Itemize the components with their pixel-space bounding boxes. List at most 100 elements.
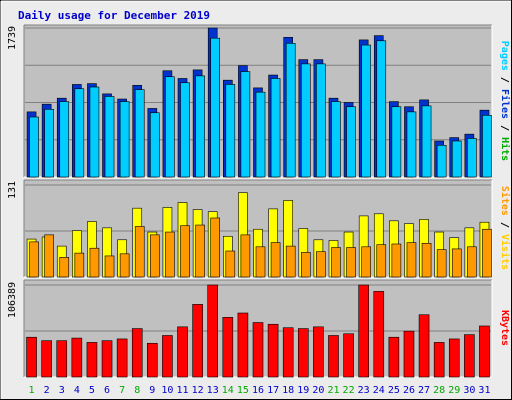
- bar-kbytes: [282, 327, 294, 378]
- bar-files: [316, 63, 326, 178]
- x-tick-label: 12: [192, 385, 204, 396]
- x-tick-label: 20: [312, 385, 324, 396]
- x-tick-label: 7: [119, 385, 125, 396]
- bar-sites: [210, 217, 221, 278]
- bar-kbytes: [388, 336, 400, 378]
- bar-files: [150, 112, 160, 178]
- x-tick-label: 21: [327, 385, 339, 396]
- bar-sites: [29, 241, 39, 278]
- bar-kbytes: [343, 333, 354, 378]
- bar-sites: [467, 246, 477, 278]
- x-tick-label: 11: [176, 385, 188, 396]
- bar-kbytes: [207, 284, 219, 378]
- bar-sites: [89, 247, 100, 278]
- bar-sites: [104, 255, 115, 278]
- bar-sites: [270, 242, 281, 278]
- x-tick-label: 10: [161, 385, 173, 396]
- bar-sites: [482, 228, 492, 278]
- bar-files: [436, 144, 447, 178]
- bar-files: [74, 88, 85, 178]
- legend-hits: Hits: [499, 137, 511, 161]
- bar-sites: [391, 243, 402, 278]
- bar-sites: [240, 234, 251, 278]
- legend-files: Files: [499, 89, 511, 119]
- bar-kbytes: [86, 342, 98, 378]
- bar-files: [482, 115, 492, 178]
- bar-files: [406, 111, 417, 178]
- bar-kbytes: [222, 317, 234, 378]
- bar-files: [285, 43, 296, 178]
- bar-files: [104, 96, 115, 178]
- bar-kbytes: [252, 322, 264, 378]
- bar-files: [119, 101, 130, 178]
- bar-sites: [406, 242, 417, 278]
- bar-kbytes: [373, 291, 385, 378]
- bar-sites: [451, 248, 462, 278]
- bar-kbytes: [418, 314, 430, 378]
- bar-sites: [300, 252, 311, 278]
- bar-kbytes: [358, 284, 369, 378]
- x-tick-label: 28: [433, 385, 445, 396]
- bar-sites: [150, 234, 160, 278]
- y-max-label: 1739: [7, 26, 18, 50]
- bar-files: [376, 40, 387, 178]
- bar-sites: [361, 246, 371, 278]
- x-tick-label: 25: [388, 385, 400, 396]
- bar-sites: [119, 253, 130, 278]
- bar-kbytes: [162, 335, 173, 378]
- side-legend-2: KBytes: [499, 310, 510, 346]
- x-tick-label: 8: [134, 385, 140, 396]
- bar-files: [44, 109, 54, 178]
- bar-files: [225, 84, 236, 178]
- x-tick-label: 15: [237, 385, 249, 396]
- x-tick-label: 26: [403, 385, 415, 396]
- bar-files: [467, 138, 477, 178]
- bar-sites: [316, 251, 326, 278]
- bar-files: [391, 106, 402, 178]
- bar-files: [195, 75, 205, 178]
- bar-files: [134, 89, 145, 178]
- x-tick-label: 23: [358, 385, 370, 396]
- bar-files: [346, 106, 356, 178]
- x-tick-label: 5: [89, 385, 95, 396]
- x-tick-label: 13: [207, 385, 219, 396]
- bar-files: [421, 105, 432, 178]
- bar-files: [300, 63, 311, 178]
- bar-kbytes: [56, 340, 68, 378]
- x-tick-label: 31: [478, 385, 490, 396]
- bar-files: [270, 78, 281, 178]
- bar-sites: [165, 231, 175, 278]
- x-tick-label: 3: [59, 385, 65, 396]
- bar-sites: [195, 224, 205, 278]
- bar-kbytes: [192, 304, 203, 378]
- x-tick-label: 1: [29, 385, 35, 396]
- bar-sites: [285, 245, 296, 278]
- x-tick-label: 6: [104, 385, 110, 396]
- bar-files: [361, 44, 371, 178]
- x-tick-label: 29: [448, 385, 460, 396]
- bar-sites: [74, 252, 85, 278]
- x-tick-label: 17: [267, 385, 279, 396]
- bar-kbytes: [267, 323, 279, 378]
- legend-sites: Sites: [499, 186, 511, 216]
- bar-kbytes: [41, 340, 52, 378]
- x-tick-label: 19: [297, 385, 309, 396]
- chart-title: Daily usage for December 2019: [18, 9, 210, 22]
- bar-kbytes: [101, 340, 113, 378]
- x-tick-label: 30: [463, 385, 475, 396]
- bar-files: [210, 37, 221, 178]
- bar-kbytes: [131, 328, 143, 378]
- bar-sites: [225, 250, 236, 278]
- bar-sites: [436, 249, 447, 278]
- legend-visits: Visits: [499, 234, 511, 270]
- x-tick-label: 16: [252, 385, 264, 396]
- legend-separator: /: [499, 71, 510, 89]
- bar-files: [240, 71, 251, 178]
- bar-sites: [255, 246, 266, 278]
- bar-kbytes: [237, 312, 249, 378]
- side-legend-0: Pages / Files / Hits: [499, 41, 511, 161]
- legend-separator: /: [499, 119, 510, 137]
- bar-files: [255, 91, 266, 178]
